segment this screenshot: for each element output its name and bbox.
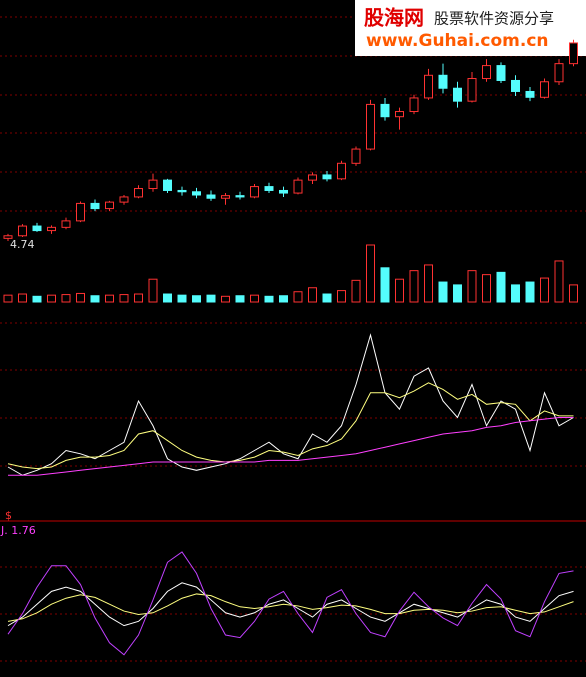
volume-bar <box>511 284 520 303</box>
volume-bar <box>105 294 114 303</box>
volume-bar <box>90 295 100 303</box>
volume-bar <box>409 270 419 303</box>
site-url: www.Guhai.com.cn <box>366 31 549 51</box>
indicator-label: J. 1.76 <box>0 524 36 537</box>
candle-body <box>540 81 549 98</box>
volume-bar <box>293 291 303 303</box>
slogan: 股票软件资源分享 <box>434 10 554 28</box>
volume-bar <box>235 295 245 303</box>
volume-bar <box>540 277 549 303</box>
candle-body <box>395 111 404 118</box>
candle-body <box>47 226 56 232</box>
candle-body <box>293 179 303 194</box>
candle-body <box>337 162 346 180</box>
candle-body <box>250 186 259 198</box>
volume-bar <box>554 260 564 303</box>
volume-bar <box>337 290 346 303</box>
candle-body <box>206 194 216 199</box>
candle-body <box>453 87 462 102</box>
candle-body <box>105 201 114 210</box>
volume-bar <box>395 278 404 303</box>
volume-bar <box>453 284 462 303</box>
candle-body <box>380 103 390 118</box>
candle-body <box>525 90 535 98</box>
candle-body <box>322 174 332 180</box>
candle-body <box>569 42 578 65</box>
candle-body <box>18 225 27 237</box>
volume-bar <box>525 281 535 303</box>
marker: $ <box>5 509 12 522</box>
volume-bar <box>119 294 129 303</box>
volume-bar <box>569 284 578 303</box>
volume-bar <box>221 295 230 303</box>
candle-body <box>76 202 85 222</box>
candle-body <box>32 225 42 232</box>
candle-body <box>177 189 187 193</box>
volume-bar <box>264 295 274 303</box>
logo: 股海网 股票软件资源分享 www.Guhai.com.cn <box>355 0 586 56</box>
candle-body <box>148 179 158 190</box>
candle-body <box>3 235 13 239</box>
candle-body <box>308 174 317 181</box>
indicator-line <box>7 333 574 476</box>
candle-body <box>192 191 201 196</box>
volume-bar <box>496 271 506 303</box>
candle-body <box>264 186 274 191</box>
logo-box <box>355 0 586 56</box>
volume-bar <box>279 295 288 303</box>
volume-bar <box>192 295 201 303</box>
candle-body <box>61 220 71 228</box>
candle-body <box>163 179 172 191</box>
candle-body <box>351 148 361 164</box>
volume-bar <box>250 294 259 303</box>
grid <box>0 16 586 662</box>
indicator-line <box>7 551 574 656</box>
volume-bar <box>322 293 332 303</box>
candle-body <box>366 103 375 150</box>
volume-bar <box>18 293 27 303</box>
volume-bar <box>76 292 85 303</box>
candle-body <box>482 65 491 80</box>
volume-bar <box>163 293 172 303</box>
indicator-line <box>7 582 574 627</box>
candle-body <box>279 189 288 194</box>
indicator-line <box>7 382 574 470</box>
volume-bar <box>177 294 187 303</box>
volume-bar <box>47 294 56 303</box>
candle-body <box>467 78 477 102</box>
candle-body <box>235 195 245 198</box>
candle-body <box>221 195 230 199</box>
candle-body <box>90 202 100 210</box>
volume-bar <box>148 278 158 303</box>
low-annotation: 4.74 <box>10 238 35 251</box>
indicator-line <box>7 593 574 622</box>
volume-bar <box>206 294 216 303</box>
candle-body <box>409 97 419 113</box>
volume-bar <box>424 264 433 303</box>
candle-body <box>511 79 520 92</box>
candle-body <box>496 65 506 81</box>
candle-body <box>424 74 433 99</box>
volume-bar <box>438 281 448 303</box>
candle-body <box>134 188 143 198</box>
volume-bar <box>467 270 477 303</box>
candle-body <box>554 63 564 83</box>
volume-bar <box>3 294 13 303</box>
volume-bar <box>134 293 143 303</box>
candle-body <box>119 196 129 203</box>
candle-body <box>438 74 448 89</box>
site-name: 股海网 <box>364 6 424 30</box>
volume-bar <box>61 294 71 303</box>
indicator-line <box>8 417 574 476</box>
volume-bar <box>351 279 361 303</box>
volume-bar <box>482 274 491 303</box>
volume-bar <box>380 267 390 303</box>
volume-bar <box>366 244 375 303</box>
volume-bar <box>308 287 317 303</box>
volume-bar <box>32 295 42 303</box>
